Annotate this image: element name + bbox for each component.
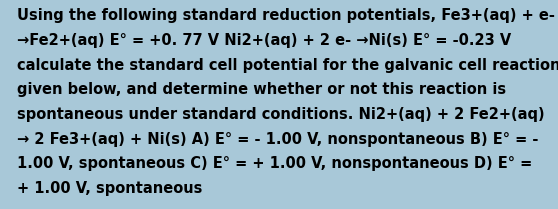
Text: + 1.00 V, spontaneous: + 1.00 V, spontaneous — [17, 181, 202, 196]
Text: spontaneous under standard conditions. Ni2+(aq) + 2 Fe2+(aq): spontaneous under standard conditions. N… — [17, 107, 545, 122]
Text: → 2 Fe3+(aq) + Ni(s) A) E° = - 1.00 V, nonspontaneous B) E° = -: → 2 Fe3+(aq) + Ni(s) A) E° = - 1.00 V, n… — [17, 132, 538, 147]
Text: Using the following standard reduction potentials, Fe3+(aq) + e-: Using the following standard reduction p… — [17, 8, 555, 23]
Text: calculate the standard cell potential for the galvanic cell reaction: calculate the standard cell potential fo… — [17, 58, 558, 73]
Text: given below, and determine whether or not this reaction is: given below, and determine whether or no… — [17, 82, 506, 97]
Text: 1.00 V, spontaneous C) E° = + 1.00 V, nonspontaneous D) E° =: 1.00 V, spontaneous C) E° = + 1.00 V, no… — [17, 156, 532, 171]
Text: →Fe2+(aq) E° = +0. 77 V Ni2+(aq) + 2 e- →Ni(s) E° = -0.23 V: →Fe2+(aq) E° = +0. 77 V Ni2+(aq) + 2 e- … — [17, 33, 511, 48]
